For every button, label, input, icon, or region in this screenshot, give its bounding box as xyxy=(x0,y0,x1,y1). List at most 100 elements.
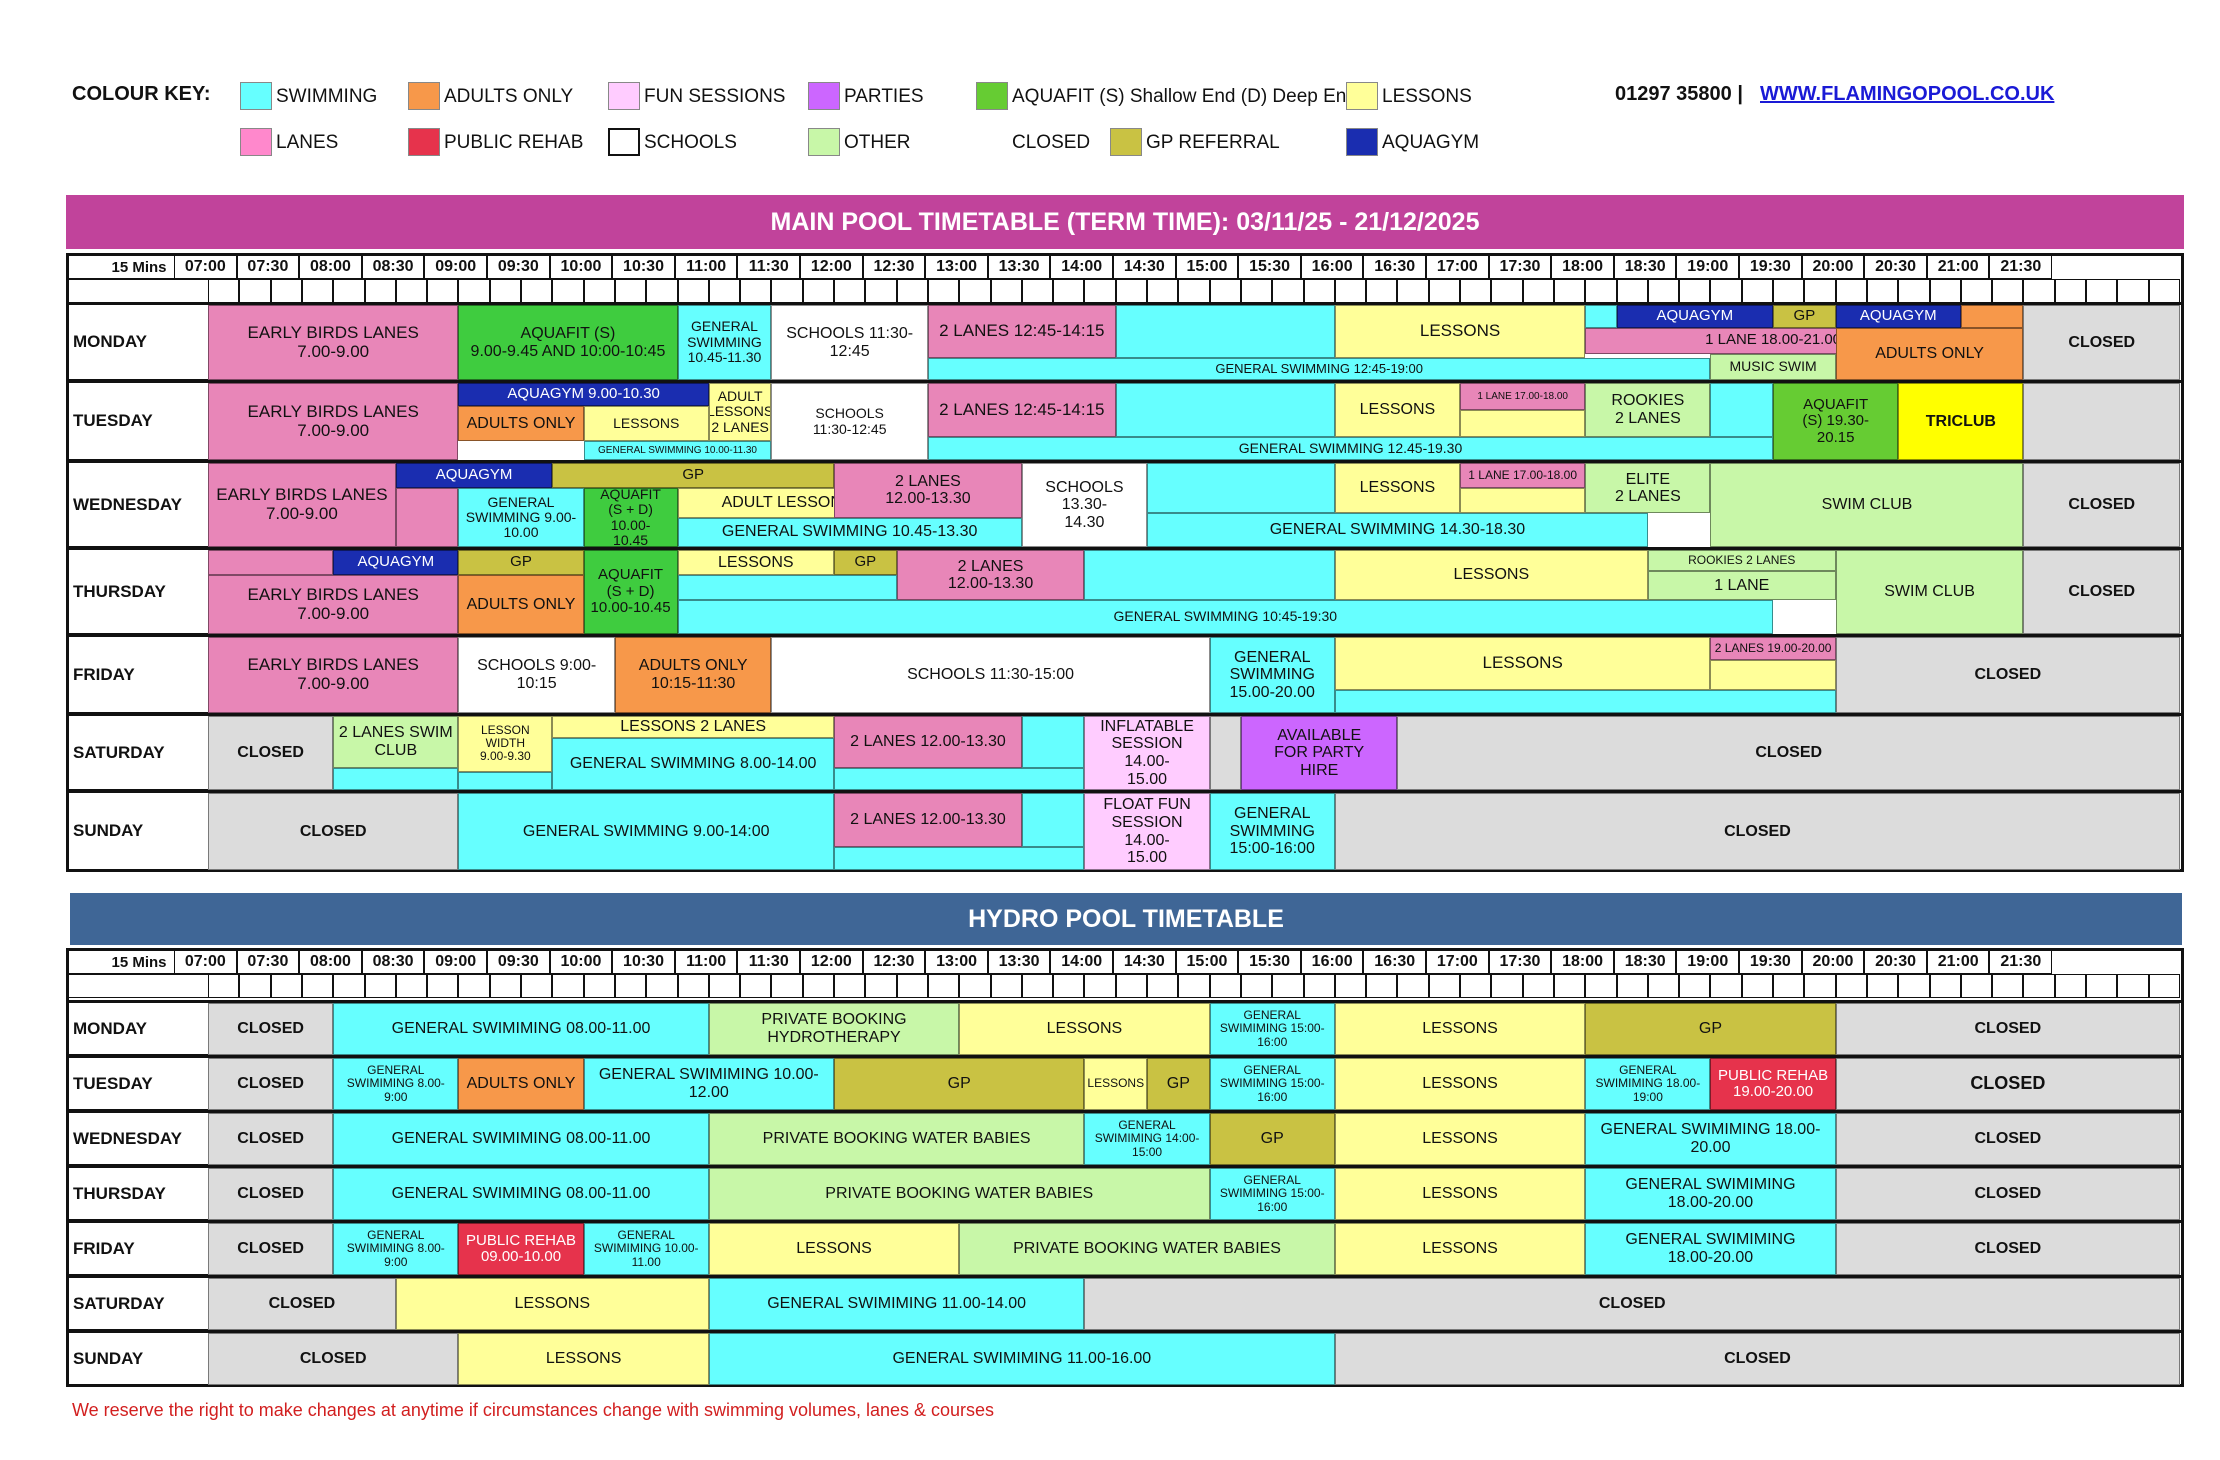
hydro-row-divider xyxy=(66,1220,2184,1223)
hydro-slot-cell xyxy=(583,974,615,998)
main-session-lanes-block: 2 LANES 12:45-14:15 xyxy=(927,383,1116,437)
hydro-session-label: GENERAL SWIMIMING 08.00-11.00 xyxy=(391,1185,651,1203)
hydro-session-label: GP xyxy=(947,1075,971,1093)
hydro-session-label: GENERAL SWIMIMING 18.00- 20.00 xyxy=(1600,1121,1821,1156)
main-slot-cell xyxy=(239,279,271,303)
main-session-lanes-block: 1 LANE 17.00-18.00 xyxy=(1460,383,1586,410)
main-session-label: ADULT LESSONS xyxy=(721,494,853,512)
main-slot-cell xyxy=(1397,279,1429,303)
hydro-slot-cell xyxy=(740,974,772,998)
main-session-swim-block xyxy=(1021,716,1085,768)
hydro-slot-cell xyxy=(896,974,928,998)
main-session-other-block: SWIM CLUB xyxy=(1710,463,2024,547)
main-session-label: AQUAGYM xyxy=(435,466,513,484)
hydro-slot-cell xyxy=(1428,974,1461,998)
main-session-label: GENERAL SWIMMING 8.00-14.00 xyxy=(569,755,817,773)
hydro-time-1230: 12:30 xyxy=(862,950,926,974)
hydro-session-label: GENERAL SWIMIMING 8.00- 9:00 xyxy=(346,1063,445,1104)
main-session-swim-block xyxy=(1115,305,1335,358)
main-slot-cell xyxy=(1679,279,1711,303)
hydro-slot-cell xyxy=(1272,974,1304,998)
hydro-session-label: GENERAL SWIMIMING 08.00-11.00 xyxy=(391,1130,651,1148)
main-time-0930: 09:30 xyxy=(487,255,550,279)
hydro-session-closed-block: CLOSED xyxy=(208,1058,334,1110)
main-slot-cell xyxy=(990,279,1022,303)
main-slot-cell xyxy=(927,279,960,303)
hydro-time-1000: 10:00 xyxy=(549,950,613,974)
main-session-label: CLOSED xyxy=(1724,822,1791,840)
main-slot-cell xyxy=(1272,279,1304,303)
hydro-day-sunday: SUNDAY xyxy=(68,1330,210,1385)
legend-parties-swatch xyxy=(808,82,840,110)
hydro-slot-cell xyxy=(1835,974,1867,998)
main-session-label: 2 LANES 12.00-13.30 xyxy=(850,733,1006,751)
main-session-lesson-block: LESSONS xyxy=(1334,383,1461,437)
main-session-label: CLOSED xyxy=(2068,496,2136,514)
main-slot-cell xyxy=(1460,279,1492,303)
hydro-session-lesson-block: LESSONS xyxy=(708,1223,960,1275)
hydro-session-label: GENERAL SWIMIMING 11.00-16.00 xyxy=(892,1350,1152,1368)
hydro-session-swim-block: GENERAL SWIMIMING 15:00- 16:00 xyxy=(1209,1168,1335,1220)
hydro-slot-cell xyxy=(239,974,271,998)
hydro-time-1930: 19:30 xyxy=(1739,950,1802,974)
hydro-day-thursday: THURSDAY xyxy=(68,1165,210,1220)
hydro-slot-cell xyxy=(2054,974,2087,998)
main-time-1600: 16:00 xyxy=(1300,255,1364,279)
main-session-other-block: 1 LANE xyxy=(1647,571,1836,601)
main-sub-label xyxy=(68,279,210,303)
main-time-1400: 14:00 xyxy=(1050,255,1114,279)
hydro-day-tuesday: TUESDAY xyxy=(68,1055,210,1110)
hydro-slot-cell xyxy=(959,974,991,998)
hydro-session-label: GENERAL SWIMIMING 15:00- 16:00 xyxy=(1219,1063,1325,1104)
main-slot-cell xyxy=(1647,279,1680,303)
hydro-session-closed-block: CLOSED xyxy=(1835,1058,2180,1110)
main-slot-cell xyxy=(1334,279,1367,303)
hydro-time-1800: 18:00 xyxy=(1551,950,1614,974)
main-session-swim-block xyxy=(834,846,1085,870)
hydro-session-closed-block: CLOSED xyxy=(1334,1333,2180,1385)
legend-aquagym-swatch xyxy=(1346,128,1378,156)
website-link[interactable]: WWW.FLAMINGOPOOL.CO.UK xyxy=(1760,83,2055,105)
hydro-session-label: GENERAL SWIMIMING 15:00- 16:00 xyxy=(1219,1008,1325,1049)
legend-fun-sessions-label: FUN SESSIONS xyxy=(644,86,786,107)
main-session-other-block: ROOKIES 2 LANES xyxy=(1585,383,1711,437)
main-slot-cell xyxy=(1115,279,1148,303)
hydro-session-closed-block: CLOSED xyxy=(208,1278,396,1330)
legend-aquafit-label: AQUAFIT (S) Shallow End (D) Deep End xyxy=(1012,86,1357,107)
hydro-session-closed-block: CLOSED xyxy=(1084,1278,2180,1330)
main-time-2130: 21:30 xyxy=(1989,255,2053,279)
hydro-session-rehab-block: PUBLIC REHAB 19.00-20.00 xyxy=(1710,1058,1836,1110)
main-session-lesson-block: LESSONS xyxy=(677,550,835,576)
hydro-slot-cell xyxy=(646,974,678,998)
main-session-swim-block xyxy=(458,771,553,790)
legend-public-rehab-label: PUBLIC REHAB xyxy=(444,132,584,153)
main-time-1200: 12:00 xyxy=(800,255,863,279)
main-slot-cell xyxy=(1178,279,1210,303)
hydro-slot-cell xyxy=(1710,974,1742,998)
hydro-session-label: CLOSED xyxy=(1974,1240,2042,1258)
main-session-swim-block: GENERAL SWIMMING 9.00-14:00 xyxy=(458,793,835,870)
main-session-label: GENERAL SWIMMING 12.45-19.30 xyxy=(1238,439,1463,456)
hydro-slot-cell xyxy=(1929,974,1961,998)
main-session-label: CLOSED xyxy=(2068,333,2136,351)
main-slot-cell xyxy=(2117,279,2149,303)
main-session-other-block: SWIM CLUB xyxy=(1835,550,2024,634)
main-session-label: ROOKIES 2 LANES xyxy=(1611,392,1685,427)
phone-number: 01297 35800 | xyxy=(1615,83,1743,105)
hydro-time-1730: 17:30 xyxy=(1488,950,1552,974)
main-session-aquafit-block: AQUAFIT (S) 9.00-9.45 AND 10:00-10:45 xyxy=(458,305,678,380)
main-slot-cell xyxy=(1804,279,1836,303)
main-session-label: SCHOOLS 13.30- 14.30 xyxy=(1045,478,1124,531)
main-row-divider xyxy=(66,302,2184,305)
hydro-row-divider xyxy=(66,1110,2184,1113)
hydro-slot-cell xyxy=(990,974,1022,998)
main-time-1300: 13:00 xyxy=(925,255,988,279)
main-slot-cell xyxy=(1522,279,1554,303)
hydro-session-label: CLOSED xyxy=(1598,1295,1666,1313)
hydro-session-lesson-block: LESSONS xyxy=(1334,1058,1586,1110)
main-session-label: SWIM CLUB xyxy=(1884,583,1975,601)
legend-aquafit-swatch xyxy=(976,82,1008,110)
hydro-session-label: CLOSED xyxy=(237,1075,304,1093)
hydro-time-1900: 19:00 xyxy=(1676,950,1740,974)
